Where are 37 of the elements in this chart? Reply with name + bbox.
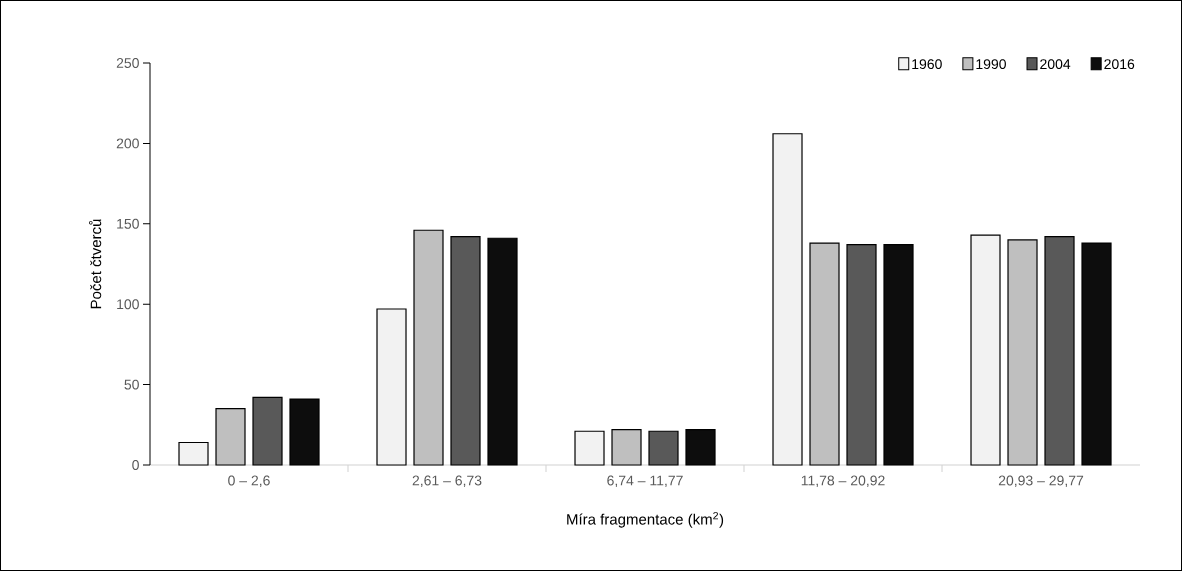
bar bbox=[413, 229, 444, 466]
bar bbox=[178, 441, 209, 466]
bar bbox=[685, 429, 716, 466]
x-axis-title: Míra fragmentace (km$^{2}$) bbox=[567, 511, 724, 528]
y-tick-label: 250 bbox=[116, 58, 139, 68]
bar bbox=[487, 237, 518, 466]
bar bbox=[289, 398, 320, 466]
y-axis-title: Počet čtverců bbox=[89, 219, 102, 309]
x-tick-label: 20,93 – 29,77 bbox=[998, 475, 1084, 488]
y-tick-label: 150 bbox=[117, 218, 139, 229]
x-tick-label: 6,74 – 11,77 bbox=[607, 475, 683, 488]
x-tick-label: 11,78 – 20,92 bbox=[801, 475, 885, 488]
bar bbox=[1044, 236, 1075, 466]
legend-label: 1990 bbox=[976, 59, 1006, 70]
bar bbox=[883, 244, 914, 466]
legend-label: 1960 bbox=[912, 59, 942, 70]
legend-label: 2004 bbox=[1040, 59, 1071, 70]
bar bbox=[215, 408, 246, 466]
x-tick-label: 2,61 – 6,73 bbox=[412, 475, 482, 488]
bar bbox=[1081, 242, 1112, 466]
bar bbox=[574, 430, 605, 466]
x-tick-label: 0 – 2,6 bbox=[228, 475, 270, 488]
bar bbox=[970, 234, 1001, 466]
bar bbox=[450, 236, 481, 466]
bar bbox=[809, 242, 840, 466]
bar bbox=[772, 133, 803, 466]
y-tick-label: 100 bbox=[117, 299, 139, 310]
bar bbox=[648, 430, 679, 466]
bar bbox=[1007, 239, 1038, 466]
bar bbox=[846, 244, 877, 466]
y-tick-label: 0 bbox=[132, 460, 139, 470]
y-tick-label: 50 bbox=[124, 379, 139, 390]
bar bbox=[376, 308, 407, 466]
bar bbox=[611, 429, 642, 466]
bar bbox=[252, 396, 283, 466]
legend-label: 2016 bbox=[1104, 59, 1135, 70]
y-tick-label: 200 bbox=[116, 138, 139, 149]
